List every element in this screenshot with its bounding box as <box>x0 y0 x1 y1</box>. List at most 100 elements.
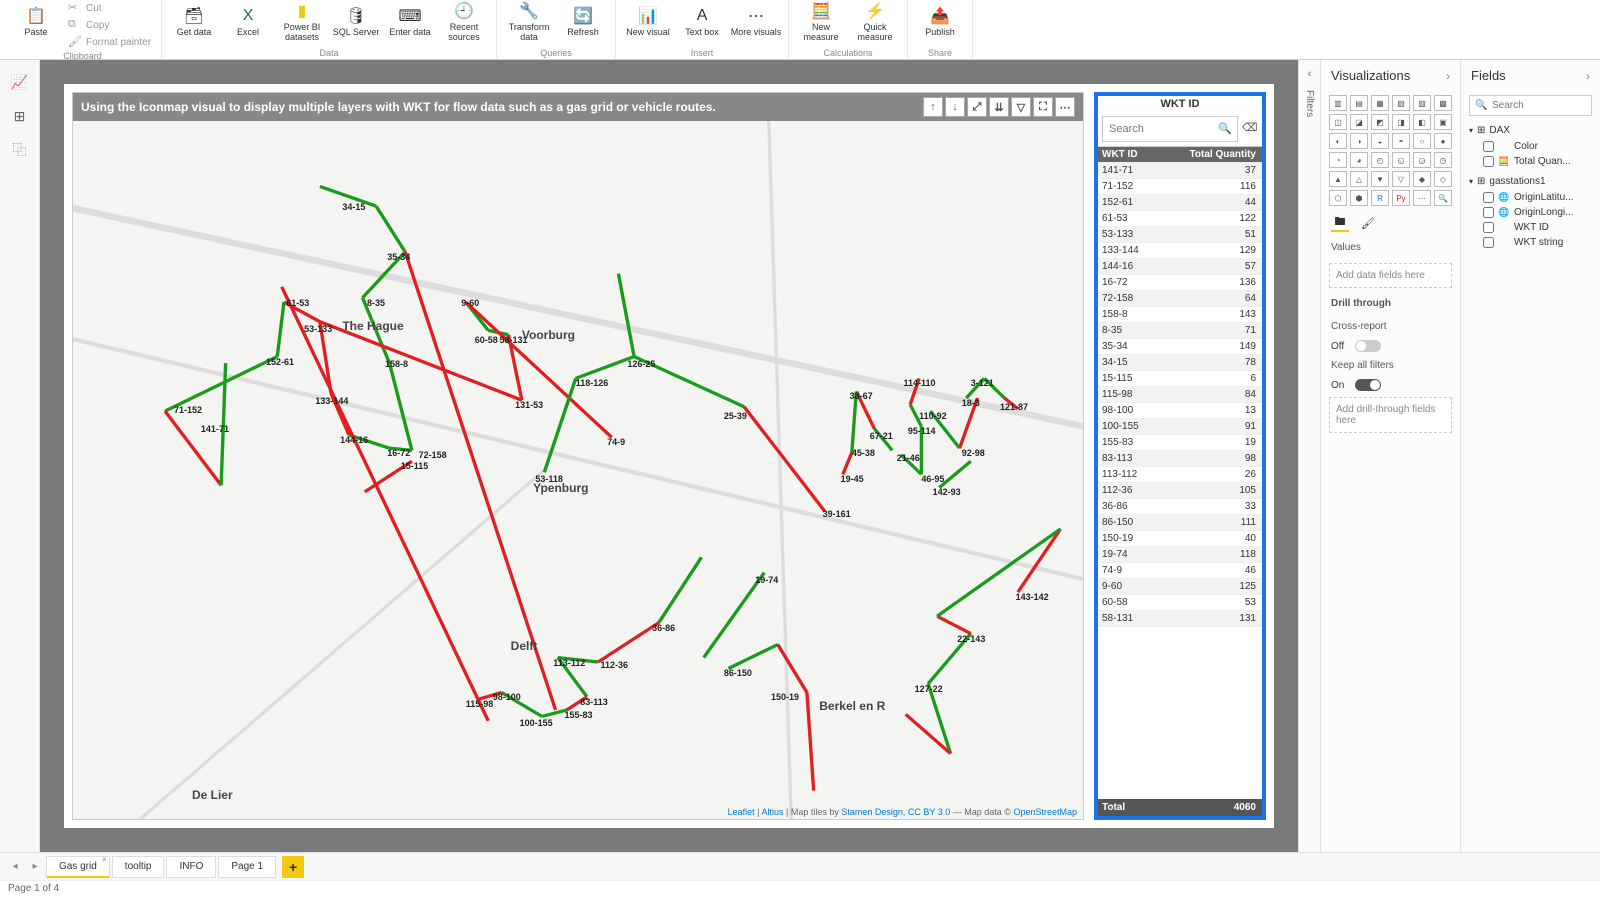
table-grid[interactable]: WKT ID Total Quantity 141-713771-1521161… <box>1098 146 1262 799</box>
viz-type-icon[interactable]: ▣ <box>1434 114 1452 130</box>
next-page-button[interactable]: ▸ <box>26 858 44 876</box>
viz-type-icon[interactable]: ◇ <box>1434 171 1452 187</box>
page-tab[interactable]: Page 1 <box>218 856 276 878</box>
refresh-button[interactable]: 🔄Refresh <box>557 0 609 44</box>
table-row[interactable]: 83-11398 <box>1098 451 1262 467</box>
table-row[interactable]: 158-8143 <box>1098 307 1262 323</box>
viz-type-icon[interactable]: ○ <box>1413 133 1431 149</box>
viz-type-icon[interactable]: ◶ <box>1413 152 1431 168</box>
field-item[interactable]: 🧮Total Quan... <box>1469 154 1592 169</box>
excel-button[interactable]: XExcel <box>222 0 274 44</box>
table-row[interactable]: 60-5853 <box>1098 595 1262 611</box>
field-item[interactable]: Color <box>1469 139 1592 154</box>
table-row[interactable]: 71-152116 <box>1098 179 1262 195</box>
more-visuals-button[interactable]: ⋯More visuals <box>730 0 782 44</box>
keep-filters-toggle[interactable] <box>1355 379 1381 391</box>
table-row[interactable]: 155-8319 <box>1098 435 1262 451</box>
fields-tab[interactable]: 🖿 <box>1331 214 1349 232</box>
table-row[interactable]: 141-7137 <box>1098 163 1262 179</box>
field-item[interactable]: 🌐OriginLatitu... <box>1469 190 1592 205</box>
viz-type-icon[interactable]: ◓ <box>1392 133 1410 149</box>
cut-button[interactable]: ✂Cut <box>64 0 155 16</box>
field-checkbox[interactable] <box>1483 192 1494 203</box>
report-canvas[interactable]: Using the Iconmap visual to display mult… <box>64 84 1274 828</box>
focus-button[interactable]: ⛶ <box>1033 97 1053 117</box>
new-measure-button[interactable]: 🧮New measure <box>795 0 847 44</box>
copy-button[interactable]: ⧉Copy <box>64 17 155 33</box>
field-item[interactable]: WKT string <box>1469 235 1592 250</box>
viz-type-icon[interactable]: ◷ <box>1434 152 1452 168</box>
sql-server-button[interactable]: 🛢SQL Server <box>330 0 382 44</box>
values-well[interactable]: Add data fields here <box>1329 263 1452 288</box>
viz-type-icon[interactable]: ▧ <box>1392 95 1410 111</box>
table-row[interactable]: 74-946 <box>1098 563 1262 579</box>
viz-type-icon[interactable]: ▽ <box>1392 171 1410 187</box>
collapse-viz-button[interactable]: › <box>1446 69 1450 83</box>
expand-filters-button[interactable]: ‹ <box>1308 68 1312 80</box>
viz-type-icon[interactable]: ▤ <box>1350 95 1368 111</box>
viz-type-icon[interactable]: ◧ <box>1413 114 1431 130</box>
table-row[interactable]: 144-1657 <box>1098 259 1262 275</box>
table-row[interactable]: 61-53122 <box>1098 211 1262 227</box>
viz-type-icon[interactable]: ▼ <box>1371 171 1389 187</box>
leaflet-link[interactable]: Leaflet <box>728 807 755 817</box>
iconmap-visual[interactable]: Using the Iconmap visual to display mult… <box>72 92 1084 820</box>
table-row[interactable]: 35-34149 <box>1098 339 1262 355</box>
cross-report-toggle[interactable] <box>1355 340 1381 352</box>
table-row[interactable]: 115-9884 <box>1098 387 1262 403</box>
expand-button[interactable]: ⤢ <box>967 97 987 117</box>
table-row[interactable]: 100-15591 <box>1098 419 1262 435</box>
page-tab[interactable]: INFO <box>166 856 216 878</box>
table-row[interactable]: 86-150111 <box>1098 515 1262 531</box>
viz-type-icon[interactable]: ◑ <box>1350 133 1368 149</box>
field-item[interactable]: WKT ID <box>1469 220 1592 235</box>
viz-type-icon[interactable]: ◒ <box>1371 133 1389 149</box>
menu-button[interactable]: ⋯ <box>1055 97 1075 117</box>
table-row[interactable]: 113-11226 <box>1098 467 1262 483</box>
table-row[interactable]: 15-1156 <box>1098 371 1262 387</box>
table-row[interactable]: 9-60125 <box>1098 579 1262 595</box>
text-box-button[interactable]: AText box <box>676 0 728 44</box>
table-row[interactable]: 112-36105 <box>1098 483 1262 499</box>
viz-type-icon[interactable]: ◐ <box>1329 133 1347 149</box>
close-tab-button[interactable]: × <box>102 855 107 864</box>
viz-type-icon[interactable]: ◩ <box>1371 114 1389 130</box>
page-tab[interactable]: Gas grid× <box>46 856 110 878</box>
report-view-button[interactable]: 📈 <box>6 68 34 96</box>
paste-button[interactable]: 📋 Paste <box>10 0 62 44</box>
get-data-button[interactable]: 🗃Get data <box>168 0 220 44</box>
table-row[interactable]: 58-131131 <box>1098 611 1262 627</box>
altius-link[interactable]: Altius <box>761 807 783 817</box>
field-checkbox[interactable] <box>1483 156 1494 167</box>
viz-type-icon[interactable]: ▥ <box>1329 95 1347 111</box>
field-checkbox[interactable] <box>1483 237 1494 248</box>
viz-type-icon[interactable]: ⬡ <box>1329 190 1347 206</box>
enter-data-button[interactable]: ⌨Enter data <box>384 0 436 44</box>
viz-type-icon[interactable]: ◆ <box>1413 171 1431 187</box>
table-row[interactable]: 72-15864 <box>1098 291 1262 307</box>
viz-type-icon[interactable]: ◵ <box>1392 152 1410 168</box>
format-painter-button[interactable]: 🖌Format painter <box>64 34 155 50</box>
quick-measure-button[interactable]: ⚡Quick measure <box>849 0 901 44</box>
collapse-fields-button[interactable]: › <box>1586 69 1590 83</box>
wkt-table-visual[interactable]: WKT ID 🔍 ⌫ WKT ID Total Quantity 14 <box>1094 92 1266 820</box>
stamen-link[interactable]: Stamen Design, CC BY 3.0 <box>841 807 950 817</box>
recent-sources-button[interactable]: 🕘Recent sources <box>438 0 490 44</box>
field-checkbox[interactable] <box>1483 207 1494 218</box>
hierarchy-button[interactable]: ⇊ <box>989 97 1009 117</box>
viz-type-icon[interactable]: R <box>1371 190 1389 206</box>
eraser-icon[interactable]: ⌫ <box>1242 121 1258 137</box>
viz-type-icon[interactable]: ◴ <box>1371 152 1389 168</box>
viz-type-icon[interactable]: ◨ <box>1392 114 1410 130</box>
publish-button[interactable]: 📤Publish <box>914 0 966 44</box>
table-row[interactable]: 8-3571 <box>1098 323 1262 339</box>
table-row[interactable]: 16-72136 <box>1098 275 1262 291</box>
viz-type-icon[interactable]: ▨ <box>1413 95 1431 111</box>
field-table-header[interactable]: ▾⊞gasstations1 <box>1469 173 1592 190</box>
table-row[interactable]: 34-1578 <box>1098 355 1262 371</box>
table-row[interactable]: 53-13351 <box>1098 227 1262 243</box>
viz-type-icon[interactable]: ◕ <box>1350 152 1368 168</box>
format-tab[interactable]: 🖌 <box>1359 214 1377 232</box>
field-table-header[interactable]: ▾⊞DAX <box>1469 122 1592 139</box>
field-checkbox[interactable] <box>1483 222 1494 233</box>
